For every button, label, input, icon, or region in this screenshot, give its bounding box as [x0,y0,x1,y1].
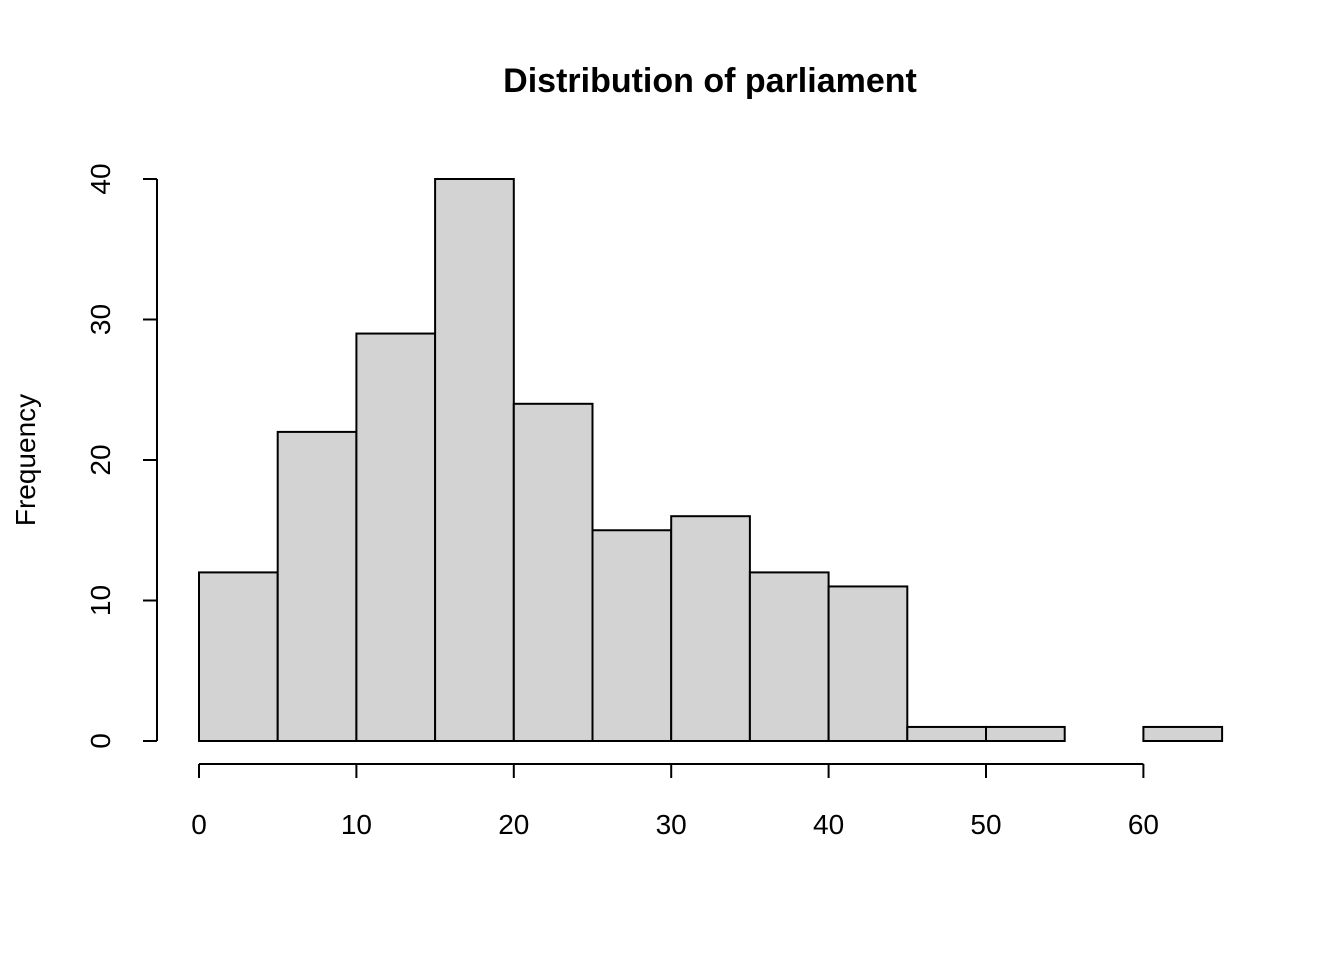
y-tick-label: 40 [85,163,116,194]
x-tick-label: 40 [813,809,844,840]
histogram-bar [1142,725,1224,743]
histogram-bar [827,585,909,743]
histogram-bar [434,178,515,742]
y-tick-label: 10 [85,585,116,616]
x-tick-label: 0 [191,809,207,840]
histogram-bar [198,571,279,743]
x-tick-label: 10 [341,809,372,840]
histogram-bar [906,725,987,743]
chart-title: Distribution of parliament [503,62,917,100]
y-axis: 0 10 20 30 40 [85,163,158,749]
x-tick-label: 50 [970,809,1001,840]
histogram-bar [512,402,594,742]
histogram-bar [670,515,751,743]
histogram-bar [355,332,437,742]
histogram-bar [591,529,673,742]
y-tick-label: 30 [85,304,116,335]
x-tick-label: 30 [656,809,687,840]
x-tick-label: 60 [1128,809,1159,840]
bars-group [198,178,1224,743]
x-axis: 0 10 20 30 40 50 60 [191,763,1159,840]
x-tick-label: 20 [498,809,529,840]
y-axis-label: Frequency [10,394,41,526]
histogram-bar [985,725,1066,743]
y-tick-label: 20 [85,444,116,475]
histogram-bar [748,571,830,743]
histogram-bar [276,430,358,742]
y-tick-label: 0 [85,733,116,749]
